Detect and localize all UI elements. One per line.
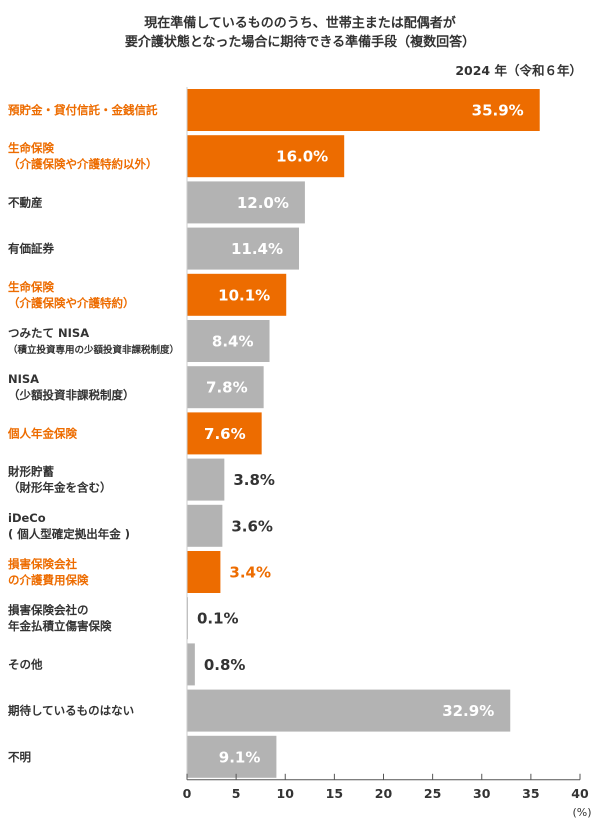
category-label: NISA bbox=[8, 372, 39, 386]
x-tick-label: 0 bbox=[183, 786, 192, 801]
category-label: 生命保険 bbox=[8, 280, 54, 294]
x-tick-label: 10 bbox=[277, 786, 295, 801]
bar bbox=[187, 366, 264, 409]
bar bbox=[187, 735, 277, 778]
data-label: 10.1% bbox=[218, 286, 270, 304]
category-label: 個人年金保険 bbox=[7, 426, 77, 440]
category-label: 財形貯蓄 bbox=[7, 465, 54, 479]
category-label: 期待しているものはない bbox=[8, 704, 134, 718]
chart-title-line-1: 現在準備しているもののうち、世帯主または配偶者が bbox=[144, 16, 456, 31]
data-label: 9.1% bbox=[219, 748, 261, 766]
category-label: ( 個人型確定拠出年金 ) bbox=[8, 527, 130, 541]
data-label: 11.4% bbox=[231, 240, 283, 258]
category-label: 年金払積立傷害保険 bbox=[8, 619, 112, 633]
bar bbox=[187, 181, 305, 224]
category-label: 預貯金・貸付信託・金銭信託 bbox=[8, 103, 158, 117]
x-tick-label: 25 bbox=[424, 786, 441, 801]
category-label: （介護保険や介護特約以外） bbox=[8, 157, 158, 171]
x-axis-unit: (%) bbox=[572, 806, 591, 819]
data-label: 3.8% bbox=[233, 471, 275, 489]
chart-title: 現在準備しているもののうち、世帯主または配偶者が 要介護状態となった場合に期待で… bbox=[0, 14, 600, 52]
data-label: 16.0% bbox=[276, 148, 328, 166]
category-label: （積立投資専用の少額投資非課税制度） bbox=[8, 344, 179, 356]
category-label: （財形年金を含む） bbox=[8, 481, 112, 495]
x-tick-label: 30 bbox=[473, 786, 491, 801]
category-label: （介護保険や介護特約） bbox=[8, 296, 135, 310]
x-tick-label: 35 bbox=[522, 786, 539, 801]
category-label: iDeCo bbox=[8, 511, 46, 525]
data-label: 32.9% bbox=[442, 702, 494, 720]
bar bbox=[187, 412, 262, 455]
category-label: 生命保険 bbox=[8, 141, 54, 155]
data-label: 35.9% bbox=[472, 102, 524, 120]
category-label: （少額投資非課税制度） bbox=[8, 388, 135, 402]
data-label: 0.1% bbox=[197, 610, 239, 628]
bar bbox=[187, 551, 221, 593]
data-label: 12.0% bbox=[237, 194, 289, 212]
x-tick-label: 40 bbox=[571, 786, 589, 801]
data-label: 3.4% bbox=[229, 564, 271, 582]
category-label: 有価証券 bbox=[8, 242, 54, 256]
bar bbox=[187, 89, 540, 131]
data-label: 0.8% bbox=[204, 656, 246, 674]
x-tick-label: 20 bbox=[375, 786, 393, 801]
data-label: 7.6% bbox=[204, 425, 246, 443]
data-label: 3.6% bbox=[231, 517, 273, 535]
bar bbox=[187, 135, 345, 178]
category-label: つみたて NISA bbox=[8, 326, 89, 340]
chart-title-line-2: 要介護状態となった場合に期待できる準備手段（複数回答） bbox=[124, 35, 476, 50]
data-label: 7.8% bbox=[206, 379, 248, 397]
bar bbox=[187, 689, 511, 732]
x-tick-label: 15 bbox=[326, 786, 343, 801]
bar bbox=[187, 227, 300, 270]
category-label: 不動産 bbox=[8, 195, 43, 209]
year-note: 2024 年（令和６年） bbox=[455, 63, 582, 78]
data-label: 8.4% bbox=[212, 333, 254, 351]
bar bbox=[187, 643, 195, 686]
bar bbox=[187, 273, 287, 316]
category-label: 損害保険会社の bbox=[8, 603, 89, 617]
x-tick-label: 5 bbox=[232, 786, 241, 801]
bar bbox=[187, 458, 225, 501]
category-label: の介護費用保険 bbox=[8, 573, 89, 587]
bar bbox=[187, 320, 270, 362]
category-label: 不明 bbox=[8, 750, 31, 764]
bar bbox=[187, 504, 223, 547]
category-label: 損害保険会社 bbox=[8, 557, 77, 571]
category-label: その他 bbox=[8, 657, 43, 671]
